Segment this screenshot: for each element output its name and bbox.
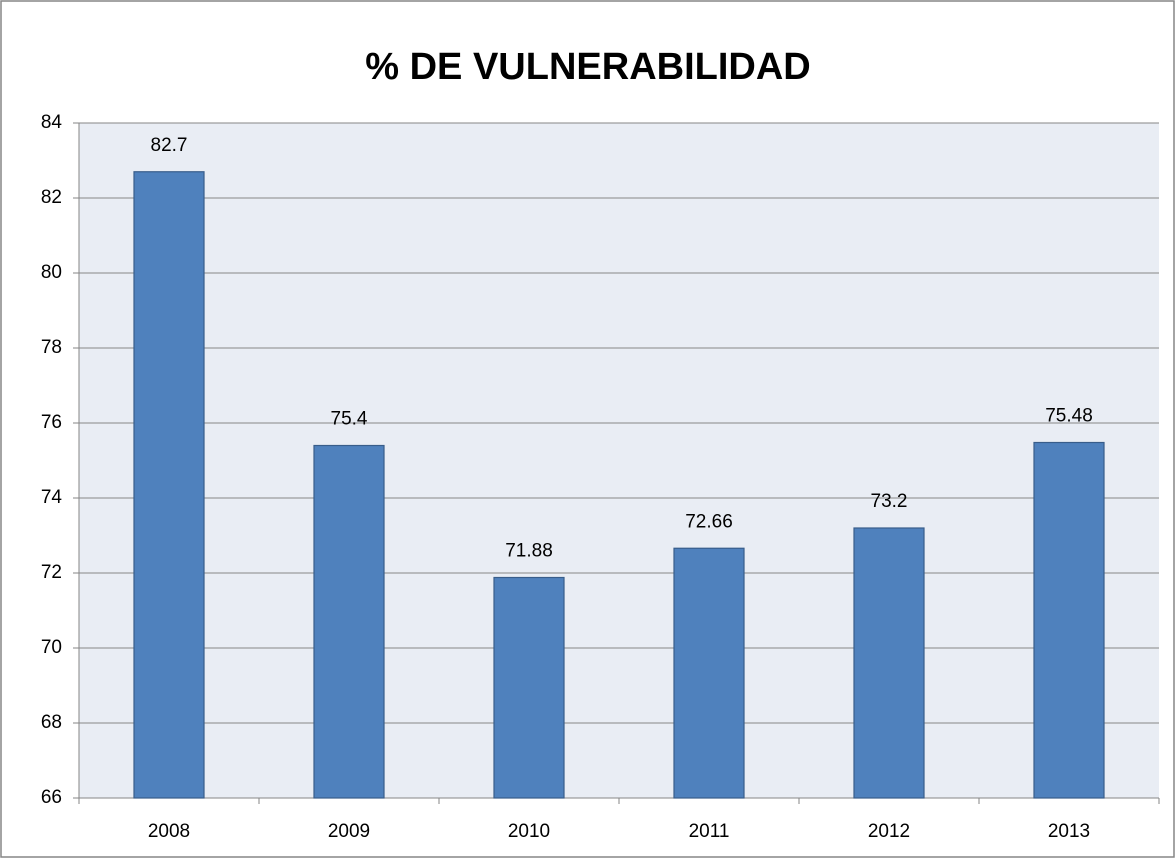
y-tick-label: 66 bbox=[41, 787, 62, 808]
y-tick-label: 78 bbox=[41, 337, 62, 358]
data-label: 82.7 bbox=[151, 135, 188, 156]
bar bbox=[313, 444, 385, 799]
bar bbox=[673, 547, 745, 799]
bar bbox=[133, 171, 205, 799]
x-tick-label: 2010 bbox=[508, 821, 550, 842]
y-tick-label: 84 bbox=[41, 112, 63, 133]
y-tick-label: 74 bbox=[41, 487, 63, 508]
x-tick-label: 2012 bbox=[868, 821, 910, 842]
y-tick-label: 76 bbox=[41, 412, 62, 433]
y-tick-label: 82 bbox=[41, 187, 62, 208]
x-tick-label: 2013 bbox=[1048, 821, 1090, 842]
bar bbox=[853, 527, 925, 799]
data-label: 71.88 bbox=[505, 541, 553, 562]
y-tick-label: 72 bbox=[41, 562, 62, 583]
x-tick-label: 2011 bbox=[689, 821, 730, 842]
data-label: 75.4 bbox=[331, 409, 368, 430]
x-tick-label: 2008 bbox=[148, 821, 190, 842]
plot-area bbox=[79, 123, 1159, 798]
data-label: 72.66 bbox=[685, 511, 733, 532]
y-tick-label: 70 bbox=[41, 637, 62, 658]
y-tick-label: 80 bbox=[41, 262, 62, 283]
data-label: 73.2 bbox=[871, 491, 908, 512]
bar bbox=[493, 576, 565, 799]
x-tick-label: 2009 bbox=[328, 821, 370, 842]
y-tick-label: 68 bbox=[41, 712, 62, 733]
data-label: 75.48 bbox=[1045, 406, 1093, 427]
chart-title: % DE VULNERABILIDAD bbox=[365, 46, 810, 88]
bar bbox=[1033, 441, 1105, 799]
